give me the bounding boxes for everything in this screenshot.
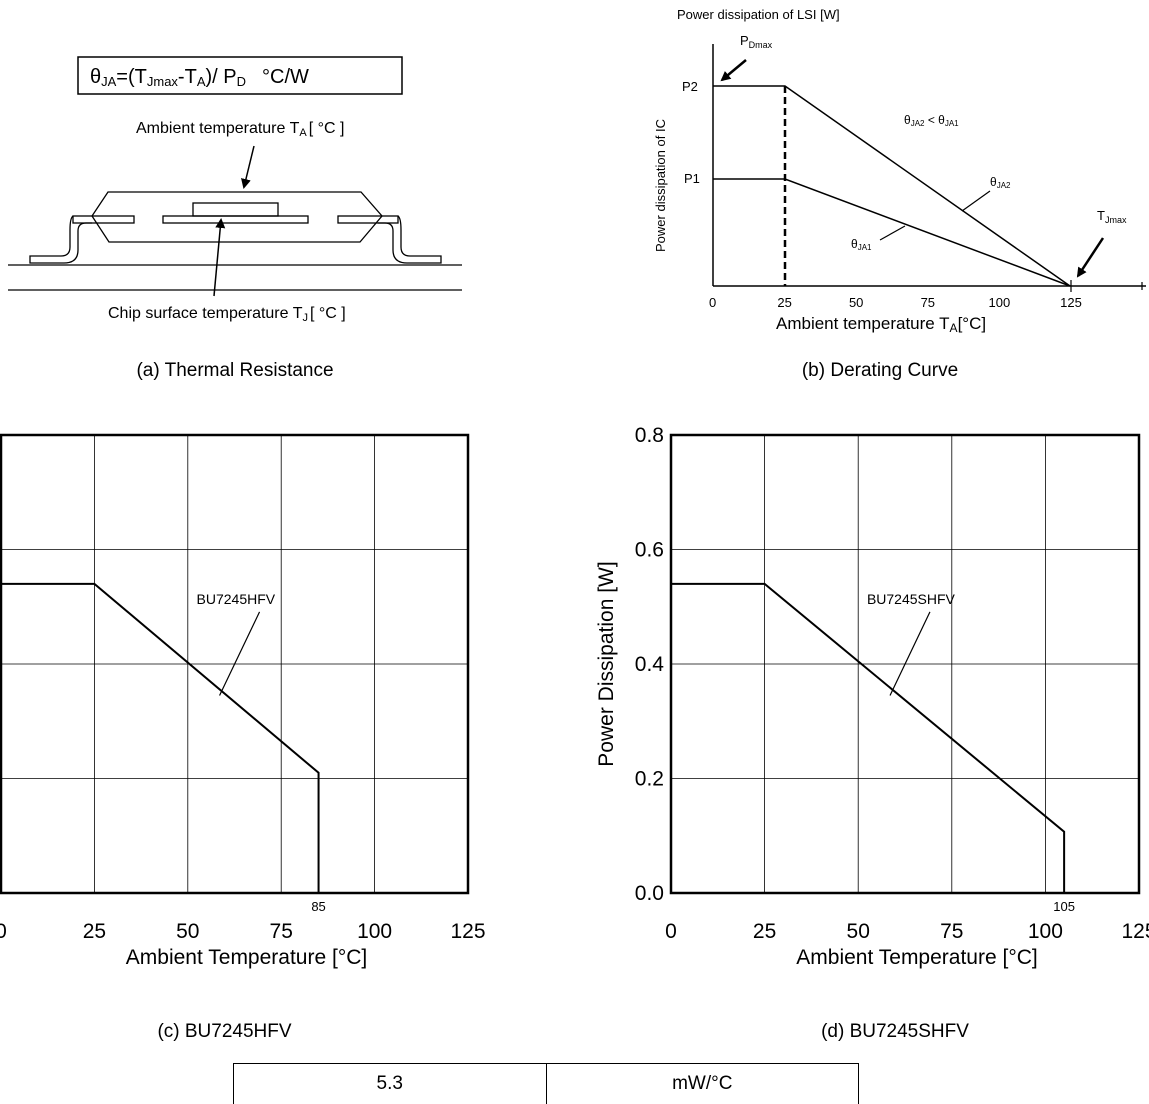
x-axis-label: Ambient Temperature [°C] [126,946,367,969]
lsi-power-label: Power dissipation of LSI [W] [677,7,840,22]
theta-ja2-leader [961,190,991,212]
plot-frame [0,433,470,895]
thermal-resistance-diagram: θJA=(TJmax-TA)/ PD °C/W Ambient temperatu… [8,56,462,381]
caption-c: (c) BU7245HFV [157,1021,291,1042]
series-line-bu7245hfv [1,582,320,893]
theta-ja1-label: θJA1 [851,237,872,252]
x-tick-50: 50 [847,920,870,943]
x-tick-100: 100 [357,920,392,943]
curve-p1 [713,178,1071,287]
derating-value-cell: 5.3 [234,1064,547,1104]
x-tick-cutoff-105: 105 [1053,899,1075,914]
tjmax-label: TJmax [1097,208,1127,225]
theta-ja1-leader [879,225,906,241]
thermal-derating-table: 5.3 mW/°C [233,1063,859,1104]
series-line-bu7245shfv [671,582,1066,893]
x-tick-75: 75 [270,920,293,943]
x-tick-75: 75 [940,920,963,943]
plot-frame [669,433,1141,895]
formula-box [77,56,403,95]
theta-relation-label: θJA2 < θJA1 [904,113,959,128]
x-axis-label: Ambient Temperature [°C] [796,946,1037,969]
tjmax-arrow [1076,237,1105,278]
y-tick-0.4: 0.4 [635,653,665,676]
curve-p2 [713,85,1071,287]
b-xlabel: Ambient temperature TA[°C] [776,314,986,335]
y-axis-label: Power Dissipation [W] [595,561,618,766]
chart-bu7245hfv: 0 25 50 75 100 125 85 Ambient Temperature [°C] B… [0,433,486,1042]
caption-a: (a) Thermal Resistance [136,360,333,381]
x-tick-0: 0 [665,920,677,943]
chart-bu7245shfv: 0 25 50 75 100 125 105 0.0 0.2 0.4 0.6 0.8 Ambient T… [595,424,1149,1042]
x-tick-25: 25 [83,920,106,943]
p1-label: P1 [684,171,700,186]
die-pad [162,215,309,224]
chip-arrow [213,218,226,297]
x-tick-100: 100 [1028,920,1063,943]
pdmax-label: PDmax [740,33,773,50]
b-x-tick-125: 125 [1060,295,1082,310]
x-tick-50: 50 [176,920,199,943]
pdmax-arrow [720,59,747,82]
formula: θJA=(TJmax-TA)/ PD °C/W [90,66,309,89]
y-tick-0.2: 0.2 [635,768,664,791]
chip-die [192,202,279,217]
lead-right [378,215,442,264]
derating-unit-cell: mW/°C [672,1073,733,1094]
lead-right-inner [337,215,399,224]
ambient-temperature-label: Ambient temperature TA[ °C ] [136,120,344,139]
x-tick-125: 125 [450,920,485,943]
b-x-tick-25: 25 [777,295,791,310]
theta-ja2-label: θJA2 [990,175,1011,190]
y-tick-0.6: 0.6 [635,539,664,562]
series-leader-line [889,611,931,696]
chip-surface-temperature-label: Chip surface temperature TJ[ °C ] [108,305,346,324]
b-x-tick-labels: 0 25 50 75 100 125 [709,295,1082,310]
x-tick-125: 125 [1121,920,1149,943]
x-tick-cutoff-85: 85 [311,899,325,914]
x-tick-0: 0 [0,920,7,943]
lead-left-inner [72,215,135,224]
p2-label: P2 [682,79,698,94]
series-label-bu7245hfv: BU7245HFV [197,591,276,607]
x-tick-25: 25 [753,920,776,943]
b-x-tick-100: 100 [989,295,1011,310]
series-leader-line [219,611,261,696]
b-x-tick-50: 50 [849,295,863,310]
series-label-bu7245shfv: BU7245SHFV [867,591,956,607]
ic-power-ylabel: Power dissipation of IC [653,119,668,252]
b-x-tick-0: 0 [709,295,716,310]
caption-d: (d) BU7245SHFV [821,1021,969,1042]
derating-curve-diagram: Power dissipation of LSI [W] Power dissi… [653,7,1146,381]
caption-b: (b) Derating Curve [802,360,958,381]
y-tick-0.0: 0.0 [635,882,664,905]
b-x-tick-75: 75 [921,295,935,310]
ambient-arrow [241,145,255,189]
lead-left [29,215,92,264]
y-tick-0.8: 0.8 [635,424,664,447]
